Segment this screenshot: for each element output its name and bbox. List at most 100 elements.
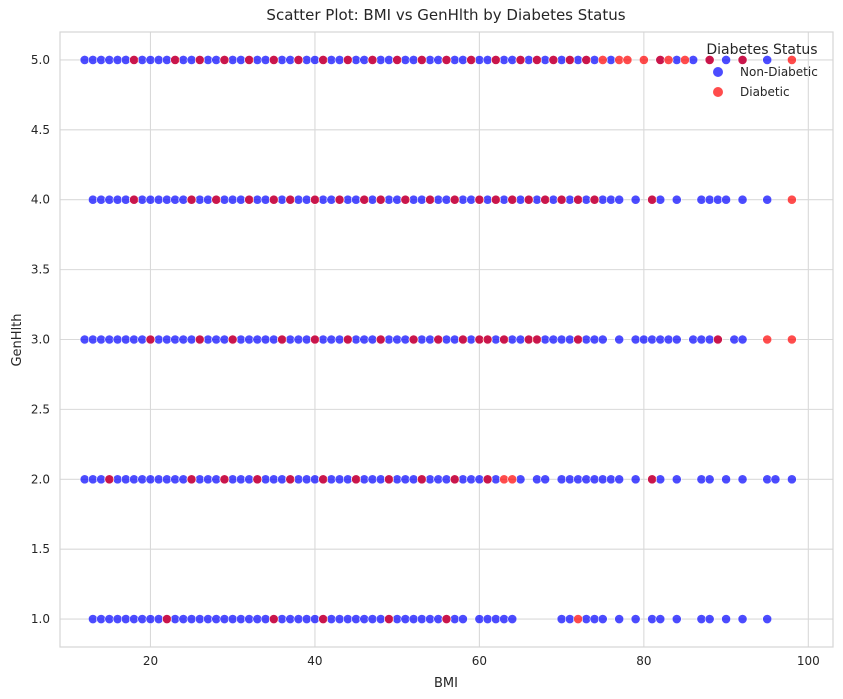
- point-diabetic: [400, 194, 411, 205]
- point-non-diabetic: [277, 614, 287, 624]
- point-non-diabetic: [252, 334, 263, 345]
- point-non-diabetic: [351, 55, 361, 65]
- point-non-diabetic: [342, 614, 353, 624]
- legend-title: Diabetes Status: [706, 42, 817, 58]
- point-non-diabetic: [203, 614, 213, 624]
- point-non-diabetic: [104, 194, 115, 205]
- point-non-diabetic: [203, 474, 213, 485]
- point-non-diabetic: [252, 194, 263, 205]
- point-non-diabetic: [260, 334, 271, 345]
- point-diabetic: [556, 194, 567, 205]
- point-non-diabetic: [227, 55, 238, 65]
- point-non-diabetic: [770, 474, 781, 485]
- point-non-diabetic: [721, 474, 731, 485]
- point-non-diabetic: [581, 474, 592, 485]
- point-non-diabetic: [647, 334, 657, 345]
- point-non-diabetic: [112, 194, 123, 205]
- point-non-diabetic: [762, 474, 773, 485]
- point-non-diabetic: [458, 614, 468, 624]
- point-non-diabetic: [178, 194, 189, 205]
- point-non-diabetic: [326, 474, 337, 485]
- point-non-diabetic: [688, 334, 699, 345]
- point-diabetic: [334, 194, 345, 205]
- point-non-diabetic: [112, 474, 123, 485]
- point-non-diabetic: [260, 55, 271, 65]
- point-diabetic: [680, 55, 690, 65]
- point-diabetic: [663, 55, 674, 65]
- point-non-diabetic: [425, 55, 435, 65]
- point-non-diabetic: [145, 474, 156, 485]
- point-diabetic: [392, 55, 403, 65]
- point-diabetic: [490, 194, 501, 205]
- point-non-diabetic: [342, 194, 353, 205]
- point-non-diabetic: [104, 614, 115, 624]
- point-non-diabetic: [564, 474, 575, 485]
- point-non-diabetic: [507, 55, 518, 65]
- point-diabetic: [170, 55, 181, 65]
- point-non-diabetic: [597, 614, 608, 624]
- point-diabetic: [433, 334, 444, 345]
- point-diabetic: [540, 194, 551, 205]
- point-non-diabetic: [482, 614, 493, 624]
- point-non-diabetic: [326, 55, 337, 65]
- point-non-diabetic: [490, 334, 501, 345]
- point-non-diabetic: [433, 614, 444, 624]
- point-non-diabetic: [515, 474, 526, 485]
- point-non-diabetic: [737, 194, 748, 205]
- point-non-diabetic: [441, 334, 452, 345]
- point-diabetic: [211, 194, 222, 205]
- point-non-diabetic: [490, 474, 501, 485]
- legend: Diabetes Status Non-Diabetic Diabetic: [706, 42, 817, 99]
- point-non-diabetic: [581, 614, 592, 624]
- point-non-diabetic: [137, 334, 148, 345]
- point-diabetic: [375, 194, 386, 205]
- point-non-diabetic: [227, 194, 238, 205]
- point-non-diabetic: [704, 614, 715, 624]
- point-diabetic: [499, 474, 509, 485]
- point-diabetic: [162, 614, 172, 624]
- point-non-diabetic: [260, 194, 271, 205]
- point-non-diabetic: [581, 334, 592, 345]
- point-non-diabetic: [211, 55, 222, 65]
- point-diabetic: [449, 194, 460, 205]
- point-diabetic: [482, 334, 493, 345]
- point-non-diabetic: [606, 55, 616, 65]
- point-non-diabetic: [219, 334, 230, 345]
- point-non-diabetic: [671, 194, 682, 205]
- point-diabetic: [704, 55, 715, 65]
- point-diabetic: [186, 194, 197, 205]
- point-diabetic: [219, 55, 230, 65]
- point-non-diabetic: [367, 194, 378, 205]
- point-diabetic: [145, 334, 156, 345]
- point-non-diabetic: [614, 474, 625, 485]
- point-non-diabetic: [268, 334, 279, 345]
- point-non-diabetic: [145, 55, 156, 65]
- y-tick-label: 2.5: [31, 402, 50, 416]
- point-non-diabetic: [277, 474, 287, 485]
- point-non-diabetic: [203, 194, 213, 205]
- point-diabetic: [441, 614, 452, 624]
- point-non-diabetic: [162, 474, 172, 485]
- point-non-diabetic: [384, 334, 394, 345]
- point-non-diabetic: [236, 474, 246, 485]
- point-diabetic: [474, 194, 485, 205]
- point-diabetic: [449, 474, 460, 485]
- point-diabetic: [194, 55, 205, 65]
- point-non-diabetic: [425, 474, 435, 485]
- point-diabetic: [581, 55, 592, 65]
- point-non-diabetic: [87, 334, 98, 345]
- point-diabetic: [762, 334, 773, 345]
- point-non-diabetic: [392, 614, 403, 624]
- point-diabetic: [252, 474, 263, 485]
- point-non-diabetic: [614, 334, 625, 345]
- point-diabetic: [507, 474, 518, 485]
- legend-marker-non-diabetic: [713, 67, 723, 77]
- point-diabetic: [342, 334, 353, 345]
- point-non-diabetic: [507, 614, 518, 624]
- point-diabetic: [367, 55, 378, 65]
- point-non-diabetic: [79, 55, 90, 65]
- point-non-diabetic: [704, 474, 715, 485]
- y-axis-label: GenHlth: [10, 313, 25, 366]
- point-non-diabetic: [630, 474, 641, 485]
- point-non-diabetic: [556, 334, 567, 345]
